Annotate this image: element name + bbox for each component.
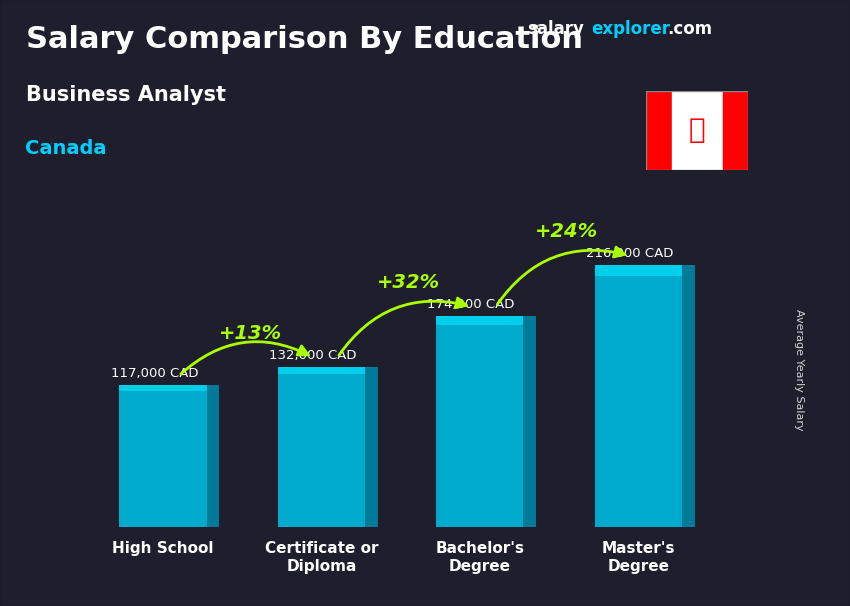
Text: Canada: Canada xyxy=(26,139,107,158)
Text: salary: salary xyxy=(527,19,584,38)
Bar xyxy=(646,91,672,170)
Text: 132,000 CAD: 132,000 CAD xyxy=(269,349,356,362)
Text: Business Analyst: Business Analyst xyxy=(26,85,225,105)
Polygon shape xyxy=(207,385,219,527)
Text: 🍁: 🍁 xyxy=(688,116,705,144)
Text: Average Yearly Salary: Average Yearly Salary xyxy=(794,309,804,430)
Text: explorer: explorer xyxy=(591,19,670,38)
Bar xyxy=(722,91,748,170)
Polygon shape xyxy=(365,367,377,527)
Bar xyxy=(436,316,524,325)
Text: 216,000 CAD: 216,000 CAD xyxy=(586,247,673,260)
Bar xyxy=(595,265,682,276)
Bar xyxy=(672,91,722,170)
Polygon shape xyxy=(524,316,536,527)
Polygon shape xyxy=(682,265,694,527)
Bar xyxy=(120,385,207,527)
Text: .com: .com xyxy=(667,19,712,38)
Bar xyxy=(436,316,524,527)
Text: +24%: +24% xyxy=(536,222,598,241)
Text: Salary Comparison By Education: Salary Comparison By Education xyxy=(26,24,582,53)
Bar xyxy=(120,385,207,391)
Text: +13%: +13% xyxy=(218,324,281,343)
Bar xyxy=(278,367,365,527)
Bar xyxy=(595,265,682,527)
Text: +32%: +32% xyxy=(377,273,440,292)
Text: 117,000 CAD: 117,000 CAD xyxy=(110,367,198,380)
Bar xyxy=(278,367,365,374)
Text: 174,000 CAD: 174,000 CAD xyxy=(428,298,515,311)
